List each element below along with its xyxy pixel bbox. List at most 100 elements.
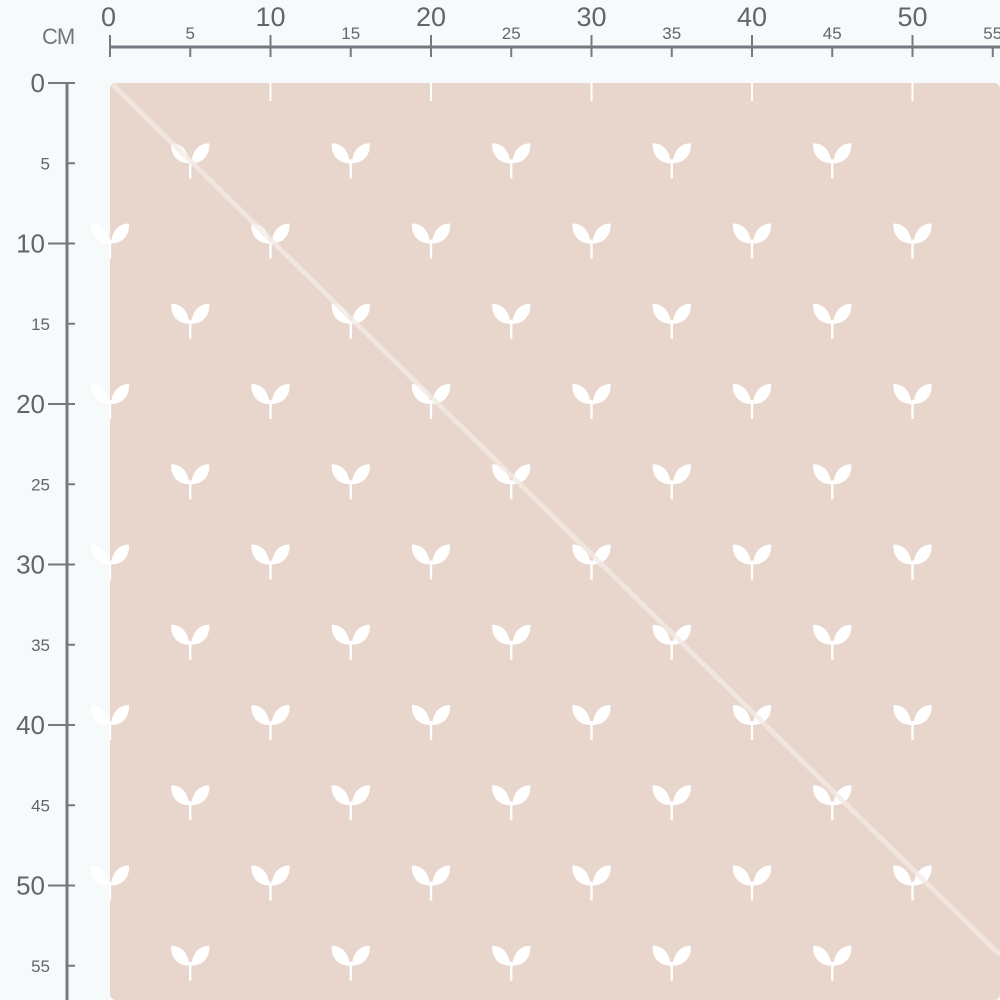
top-ruler-label: 20 — [416, 2, 446, 32]
leaf-left — [331, 303, 350, 324]
leaf-left — [813, 464, 832, 485]
diagonal-fold-line — [111, 83, 1000, 957]
leaf-left — [90, 705, 109, 725]
sprout-icon — [732, 384, 772, 419]
leaf-right — [271, 544, 290, 565]
stem — [269, 881, 272, 901]
leaf-left — [732, 865, 751, 886]
sprout-icon — [652, 143, 691, 179]
stem — [349, 159, 352, 179]
leaf-right — [753, 384, 772, 404]
sprout-icon — [813, 303, 852, 339]
sprout-icon — [251, 384, 290, 419]
stem — [510, 319, 513, 339]
stem — [510, 640, 513, 660]
stem — [269, 560, 272, 580]
stem — [189, 159, 192, 179]
leaf-right — [592, 384, 611, 404]
leaf-left — [813, 945, 832, 966]
stem — [670, 159, 673, 179]
unit-label: CM — [42, 24, 75, 49]
stem — [590, 400, 593, 419]
leaf-right — [512, 624, 531, 645]
leaf-left — [572, 223, 591, 244]
top-ruler-label: 55 — [983, 24, 1000, 43]
leaf-left — [90, 384, 109, 404]
rulers: 0 5 10 15 20 25 30 35 40 45 50 55 0 5 10 15 20 25 30 35 40 45… — [16, 2, 1000, 1000]
leaf-right — [191, 945, 210, 966]
leaf-left — [492, 785, 511, 806]
leaf-left — [90, 544, 109, 565]
leaf-left — [411, 705, 430, 725]
leaf-left — [652, 945, 671, 966]
leaf-right — [833, 464, 852, 485]
leaf-right — [111, 544, 130, 565]
leaf-left — [411, 223, 430, 244]
leaf-right — [111, 705, 130, 725]
sprout-icon — [893, 384, 932, 419]
leaf-left — [652, 785, 671, 806]
sprout-icon — [171, 624, 210, 660]
leaf-left — [652, 143, 671, 164]
left-ruler-label: 30 — [16, 550, 45, 580]
stem — [831, 159, 834, 179]
sprout-icon — [90, 705, 130, 740]
sprout-icon — [251, 544, 290, 580]
top-ruler-label: 25 — [502, 24, 521, 43]
stem — [911, 881, 914, 901]
leaf-right — [432, 223, 451, 244]
leaf-right — [753, 544, 772, 565]
leaf-left — [411, 865, 430, 886]
stem — [108, 881, 112, 901]
selvage-notch — [269, 83, 272, 101]
leaf-right — [271, 865, 290, 886]
leaf-left — [572, 865, 591, 886]
sprout-icon — [732, 865, 772, 901]
sprout-icon — [492, 624, 531, 660]
stem — [189, 319, 192, 339]
leaf-right — [672, 464, 691, 485]
leaf-left — [331, 945, 350, 966]
leaf-left — [90, 865, 109, 886]
sprout-icon — [90, 223, 130, 259]
top-ruler-label: 0 — [101, 2, 116, 32]
stem — [189, 961, 192, 981]
stem — [108, 239, 112, 259]
left-ruler-label: 10 — [16, 229, 45, 259]
leaf-left — [492, 464, 511, 485]
sprout-icon — [411, 544, 451, 580]
leaf-left — [732, 384, 751, 404]
sprout-icon — [813, 464, 852, 500]
leaf-left — [652, 624, 671, 645]
left-ruler-label: 45 — [31, 796, 50, 815]
leaf-left — [251, 705, 270, 725]
leaf-left — [90, 223, 109, 244]
leaf-right — [833, 143, 852, 164]
leaf-right — [913, 384, 932, 404]
left-ruler-label: 40 — [16, 710, 45, 740]
stem — [510, 961, 513, 981]
leaf-left — [171, 624, 190, 645]
leaf-right — [432, 705, 451, 725]
sprout-icon — [90, 384, 130, 419]
leaf-right — [512, 303, 531, 324]
stem — [670, 480, 673, 500]
sprout-icon — [492, 785, 531, 821]
leaf-right — [191, 464, 210, 485]
leaf-right — [913, 705, 932, 725]
leaf-left — [813, 143, 832, 164]
leaf-right — [753, 865, 772, 886]
sprout-icon — [411, 705, 451, 740]
leaf-right — [672, 303, 691, 324]
top-ruler-label: 40 — [737, 2, 767, 32]
leaf-right — [432, 865, 451, 886]
leaf-left — [732, 544, 751, 565]
leaf-right — [351, 945, 370, 966]
left-ruler-label: 55 — [31, 957, 50, 976]
top-ruler-label: 50 — [897, 2, 927, 32]
selvage-notch — [430, 83, 432, 101]
leaf-left — [652, 303, 671, 324]
top-ruler-label: 10 — [255, 2, 285, 32]
sprout-icon — [652, 464, 691, 500]
leaf-right — [191, 303, 210, 324]
